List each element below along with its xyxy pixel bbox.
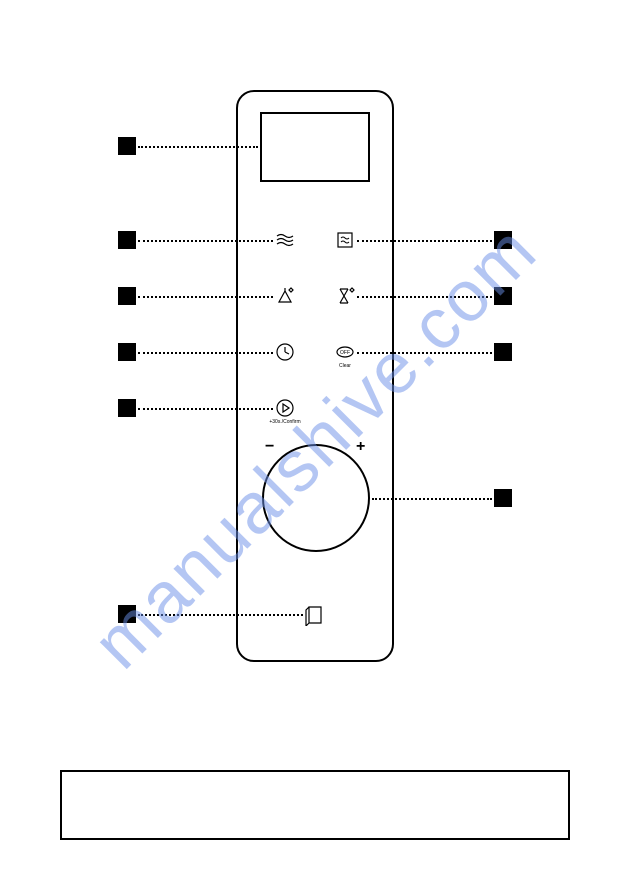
callout-marker-2 [118,231,136,249]
callout-marker-8 [494,287,512,305]
callout-marker-10 [494,489,512,507]
time-defrost-icon[interactable] [335,286,355,306]
callout-line-4 [138,352,273,354]
callout-marker-3 [118,287,136,305]
callout-line-6 [138,614,303,616]
microwave-icon[interactable] [275,230,295,250]
start-confirm-icon[interactable] [275,398,295,418]
callout-line-7 [357,240,492,242]
stop-clear-icon[interactable]: OFF [335,342,355,362]
svg-text:OFF: OFF [340,350,350,356]
bottom-caption-box [60,770,570,840]
callout-marker-5 [118,399,136,417]
display-screen [260,112,370,182]
start-confirm-label: +30s./Confirm [265,419,305,425]
weight-defrost-icon[interactable] [275,286,295,306]
control-dial[interactable] [262,444,370,552]
dial-plus: + [356,438,365,456]
clock-icon[interactable] [275,342,295,362]
callout-line-10 [372,498,492,500]
callout-marker-9 [494,343,512,361]
dial-minus: − [265,438,274,456]
callout-marker-4 [118,343,136,361]
door-open-icon[interactable] [305,604,327,626]
callout-line-1 [138,146,258,148]
callout-marker-7 [494,231,512,249]
callout-marker-6 [118,605,136,623]
stop-clear-label: Clear [325,363,365,369]
callout-marker-1 [118,137,136,155]
callout-line-3 [138,296,273,298]
callout-line-5 [138,408,273,410]
callout-line-9 [357,352,492,354]
grill-combi-icon[interactable] [335,230,355,250]
callout-line-2 [138,240,273,242]
callout-line-8 [357,296,492,298]
